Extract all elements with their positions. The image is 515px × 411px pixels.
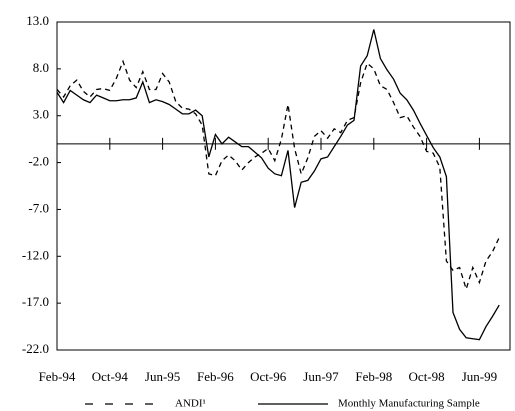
legend-label: Monthly Manufacturing Sample — [338, 398, 480, 410]
x-tick-label: Jun-99 — [462, 369, 497, 384]
x-tick-label: Jun-95 — [145, 369, 180, 384]
x-tick-label: Feb-96 — [197, 369, 234, 384]
series-line — [56, 29, 500, 341]
y-tick-label: -22.0 — [22, 341, 49, 356]
x-tick-label: Jun-97 — [303, 369, 339, 384]
x-tick-label: Oct-98 — [409, 369, 445, 384]
y-tick-label: -17.0 — [22, 294, 49, 309]
x-tick-label: Oct-96 — [250, 369, 287, 384]
x-tick-label: Oct-94 — [92, 369, 129, 384]
y-tick-label: 3.0 — [33, 107, 49, 122]
plot-frame — [56, 21, 511, 351]
y-tick-label: 8.0 — [33, 60, 49, 75]
series-line — [56, 59, 500, 292]
y-tick-label: -12.0 — [22, 247, 49, 262]
x-tick-label: Feb-94 — [39, 369, 76, 384]
x-tick-label: Feb-98 — [355, 369, 392, 384]
y-tick-label: -7.0 — [28, 200, 49, 215]
y-tick-label: 13.0 — [26, 13, 49, 28]
y-tick-label: -2.0 — [28, 154, 49, 169]
legend-label: ANDI¹ — [175, 398, 206, 410]
